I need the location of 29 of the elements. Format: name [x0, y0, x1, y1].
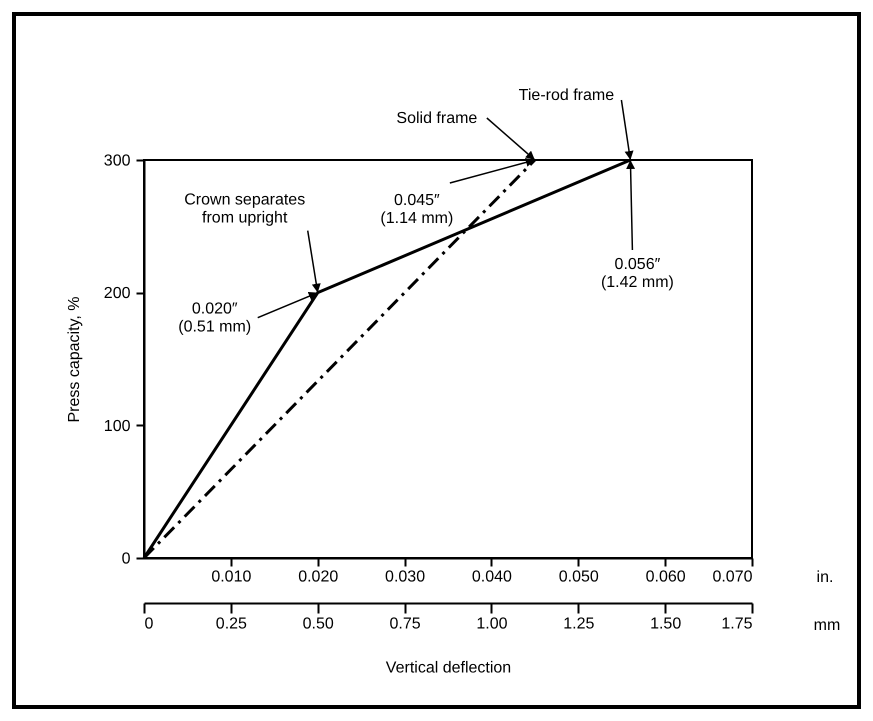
x2-tick-label: 1.75 [721, 616, 753, 632]
text: Solid frame [396, 110, 478, 127]
y-tick-label: 0 [122, 550, 131, 568]
x2-tick-label: 1.25 [563, 616, 594, 632]
annotation: Crown separates from upright [184, 192, 306, 227]
y-tick-label: 200 [104, 285, 131, 302]
annotation: 0.056″ (1.42 mm) [600, 256, 674, 291]
x2-tick-label: 1.00 [476, 616, 508, 632]
x-tick-label: 0.010 [211, 568, 252, 586]
x2-tick-label: 0 [144, 616, 154, 632]
x-tick-label: 0.070 [712, 568, 753, 586]
x-axis-title: Vertical deflection [386, 660, 512, 676]
x2-tick-label: 0.25 [216, 616, 248, 632]
x2-tick-label: 0.50 [302, 616, 334, 632]
x2-tick-label: 1.50 [650, 616, 682, 632]
x-tick-label: 0.040 [472, 568, 512, 586]
y-axis-title: Press capacity, % [66, 296, 83, 422]
text: mm [814, 617, 840, 634]
annotation: 0.045″ (1.14 mm) [380, 192, 454, 227]
x-tick-label: 0.020 [298, 568, 338, 586]
x-tick-label: 0.050 [558, 568, 599, 586]
x2-tick-label: 0.75 [390, 616, 421, 632]
annotation: 0.020″ (0.51 mm) [178, 300, 252, 336]
text: Tie-rod frame [518, 87, 614, 104]
y-tick-label: 300 [104, 152, 131, 170]
x-tick-label: 0.060 [646, 568, 686, 586]
text: in. [816, 569, 834, 586]
y-tick-label: 100 [104, 418, 131, 435]
x-tick-label: 0.030 [385, 568, 426, 586]
